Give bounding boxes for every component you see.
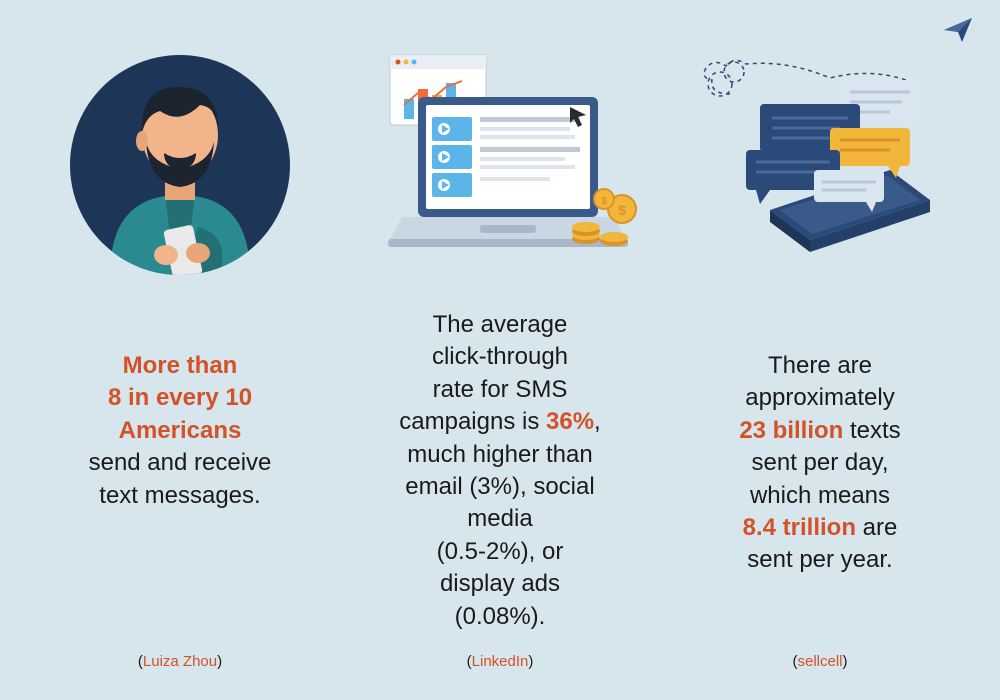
infographic-row: More than 8 in every 10 Americans send a… bbox=[0, 0, 1000, 700]
body-text: display ads bbox=[440, 570, 560, 597]
body-text: send and receive bbox=[89, 449, 272, 476]
laptop-analytics-illustration: $ $ bbox=[355, 40, 645, 284]
highlight-text: 23 billion bbox=[739, 417, 843, 444]
stat-text-3: There are approximately 23 billion texts… bbox=[739, 350, 900, 633]
body-text: campaigns is bbox=[399, 408, 546, 435]
source-citation-1: (Luiza Zhou) bbox=[138, 633, 222, 670]
stat-text-1: More than 8 in every 10 Americans send a… bbox=[89, 350, 272, 633]
source-name: LinkedIn bbox=[472, 653, 529, 670]
body-text: sent per year. bbox=[747, 546, 892, 573]
body-text: click-through bbox=[432, 343, 568, 370]
body-text: approximately bbox=[745, 384, 894, 411]
highlight-text: More than bbox=[123, 352, 238, 379]
body-text: much higher than bbox=[407, 441, 592, 468]
highlight-text: 8 in every 10 bbox=[108, 384, 252, 411]
body-text: texts bbox=[843, 417, 900, 444]
person-phone-illustration bbox=[35, 40, 325, 290]
body-text: , bbox=[594, 408, 601, 435]
svg-text:$: $ bbox=[601, 196, 607, 207]
body-text: (0.08%). bbox=[455, 603, 546, 630]
stat-text-2: The average click-through rate for SMS c… bbox=[399, 309, 600, 633]
body-text: are bbox=[856, 514, 897, 541]
body-text: sent per day, bbox=[752, 449, 889, 476]
body-text: text messages. bbox=[99, 482, 260, 509]
source-citation-2: (LinkedIn) bbox=[467, 633, 534, 670]
body-text: media bbox=[467, 505, 532, 532]
body-text: which means bbox=[750, 482, 890, 509]
source-citation-3: (sellcell) bbox=[792, 633, 847, 670]
highlight-text: 36% bbox=[546, 408, 594, 435]
source-name: sellcell bbox=[797, 653, 842, 670]
stat-column-1: More than 8 in every 10 Americans send a… bbox=[20, 40, 340, 670]
stat-column-3: There are approximately 23 billion texts… bbox=[660, 40, 980, 670]
highlight-text: Americans bbox=[119, 417, 242, 444]
svg-text:$: $ bbox=[618, 202, 626, 218]
chat-phone-illustration bbox=[675, 40, 965, 290]
highlight-text: 8.4 trillion bbox=[743, 514, 856, 541]
body-text: (0.5-2%), or bbox=[437, 538, 564, 565]
body-text: rate for SMS bbox=[433, 376, 568, 403]
source-name: Luiza Zhou bbox=[143, 653, 217, 670]
body-text: The average bbox=[433, 311, 568, 338]
paper-plane-icon bbox=[944, 18, 972, 42]
stat-column-2: $ $ The average click-through rate for S… bbox=[340, 40, 660, 670]
body-text: email (3%), social bbox=[405, 473, 594, 500]
body-text: There are bbox=[768, 352, 872, 379]
